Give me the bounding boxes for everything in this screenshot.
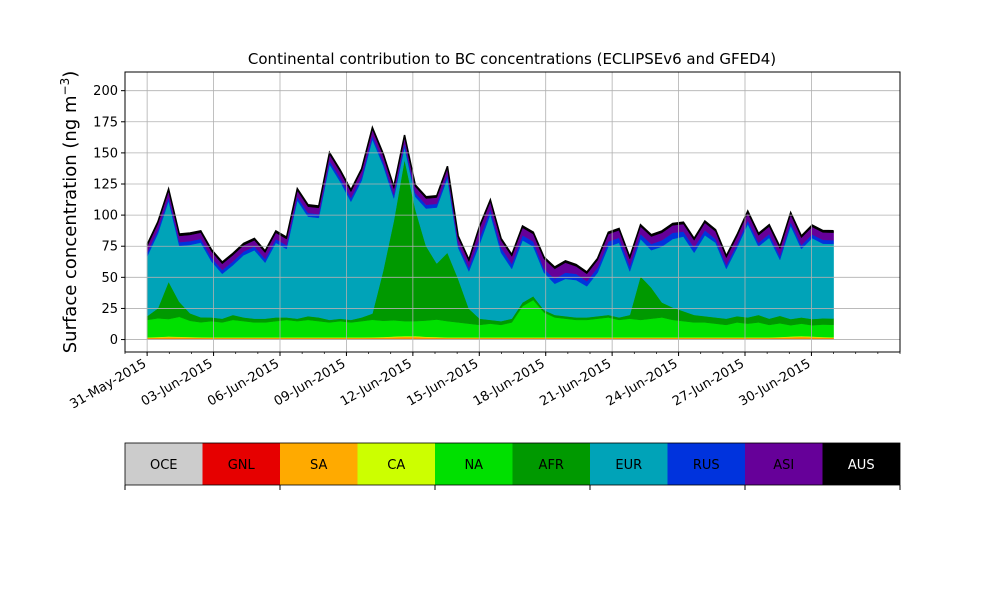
y-axis: 0 25 50 75 100 125 150 175 200 — [93, 84, 125, 348]
chart-title: Continental contribution to BC concentra… — [248, 50, 776, 68]
y-tick-label: 125 — [93, 178, 118, 193]
legend-label-afr: AFR — [539, 458, 564, 473]
x-tick-label: 24-Jun-2015 — [604, 356, 681, 409]
legend-swatch-afr — [512, 443, 590, 485]
area-eur — [146, 138, 834, 322]
x-tick-label: 15-Jun-2015 — [404, 356, 481, 409]
legend-swatch-sa — [280, 443, 358, 485]
y-tick-label: 100 — [93, 209, 118, 224]
legend-border — [124, 442, 901, 486]
x-tick-label: 27-Jun-2015 — [670, 356, 747, 409]
y-tick-label: 175 — [93, 115, 118, 130]
legend-label-ca: CA — [387, 458, 405, 473]
y-tick-label: 150 — [93, 146, 118, 161]
x-axis: 31-May-201503-Jun-201506-Jun-201509-Jun-… — [67, 352, 901, 412]
plot-frame — [124, 71, 901, 353]
total-outline — [146, 125, 834, 274]
legend-label-aus: AUS — [848, 458, 875, 473]
x-tick-label: 03-Jun-2015 — [139, 356, 216, 409]
legend-swatch-gnl — [202, 443, 280, 485]
legend-label-sa: SA — [310, 458, 327, 473]
legend-swatch-asi — [745, 443, 823, 485]
legend-label-gnl: GNL — [228, 458, 256, 473]
x-tick-label: 30-Jun-2015 — [737, 356, 814, 409]
x-tick-label: 09-Jun-2015 — [272, 356, 349, 409]
legend-label-oce: OCE — [150, 458, 178, 473]
x-tick-label: 18-Jun-2015 — [471, 356, 548, 409]
x-tick-label: 31-May-2015 — [67, 356, 149, 412]
y-axis-label: Surface concentration (ng m−3) — [58, 71, 81, 354]
x-tick-label: 21-Jun-2015 — [537, 356, 614, 409]
x-tick-label: 12-Jun-2015 — [338, 356, 415, 409]
y-tick-label: 200 — [93, 84, 118, 99]
x-tick-label: 06-Jun-2015 — [205, 356, 282, 409]
y-tick-label: 50 — [101, 271, 118, 286]
colorbar-legend: OCE GNL SA CA NA AFR EUR RUS ASI AUS — [124, 442, 901, 490]
y-tick-label: 75 — [101, 240, 118, 255]
legend-label-asi: ASI — [773, 458, 794, 473]
legend-label-rus: RUS — [693, 458, 720, 473]
legend-swatch-na — [435, 443, 513, 485]
plot-area — [146, 125, 834, 340]
axes-box — [124, 71, 901, 353]
y-tick-label: 0 — [110, 333, 118, 348]
legend-swatch-aus — [822, 443, 900, 485]
y-tick-label: 25 — [101, 302, 118, 317]
legend-swatch-oce — [125, 443, 203, 485]
legend-label-na: NA — [464, 458, 483, 473]
legend-label-eur: EUR — [615, 458, 642, 473]
legend-swatch-ca — [357, 443, 435, 485]
legend-swatch-eur — [590, 443, 668, 485]
legend-swatch-rus — [667, 443, 745, 485]
